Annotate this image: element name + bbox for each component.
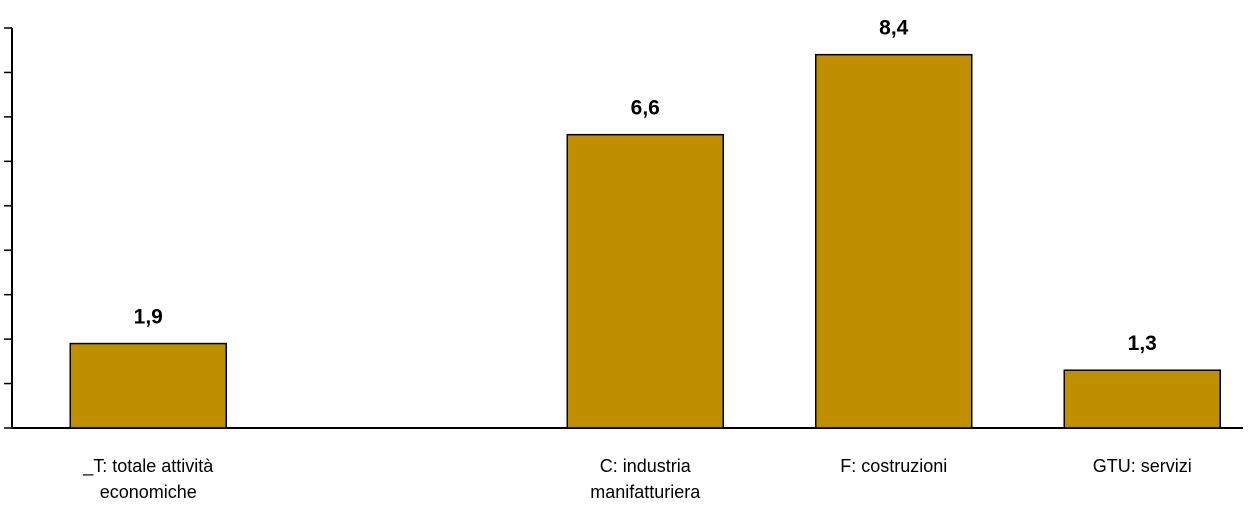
- bar: [69, 342, 227, 429]
- chart-labels: 1,9 _T: totale attività economiche 6,6 C: in…: [82, 17, 1192, 502]
- bar-value-label: 8,4: [879, 17, 909, 40]
- bar-value-label: 1,3: [1128, 332, 1157, 355]
- bar: [566, 133, 724, 429]
- bar-value-label: 6,6: [631, 97, 660, 120]
- x-tick-label: _T: totale attività economiche: [82, 456, 214, 502]
- x-tick-label: GTU: servizi: [1093, 456, 1192, 476]
- bar-value-label: 1,9: [134, 306, 163, 329]
- x-tick-label: F: costruzioni: [840, 456, 947, 476]
- bar: [815, 53, 973, 429]
- x-tick-label: C: industria manifatturiera: [590, 456, 701, 502]
- chart-bars: [69, 53, 1221, 429]
- bar: [1063, 369, 1221, 429]
